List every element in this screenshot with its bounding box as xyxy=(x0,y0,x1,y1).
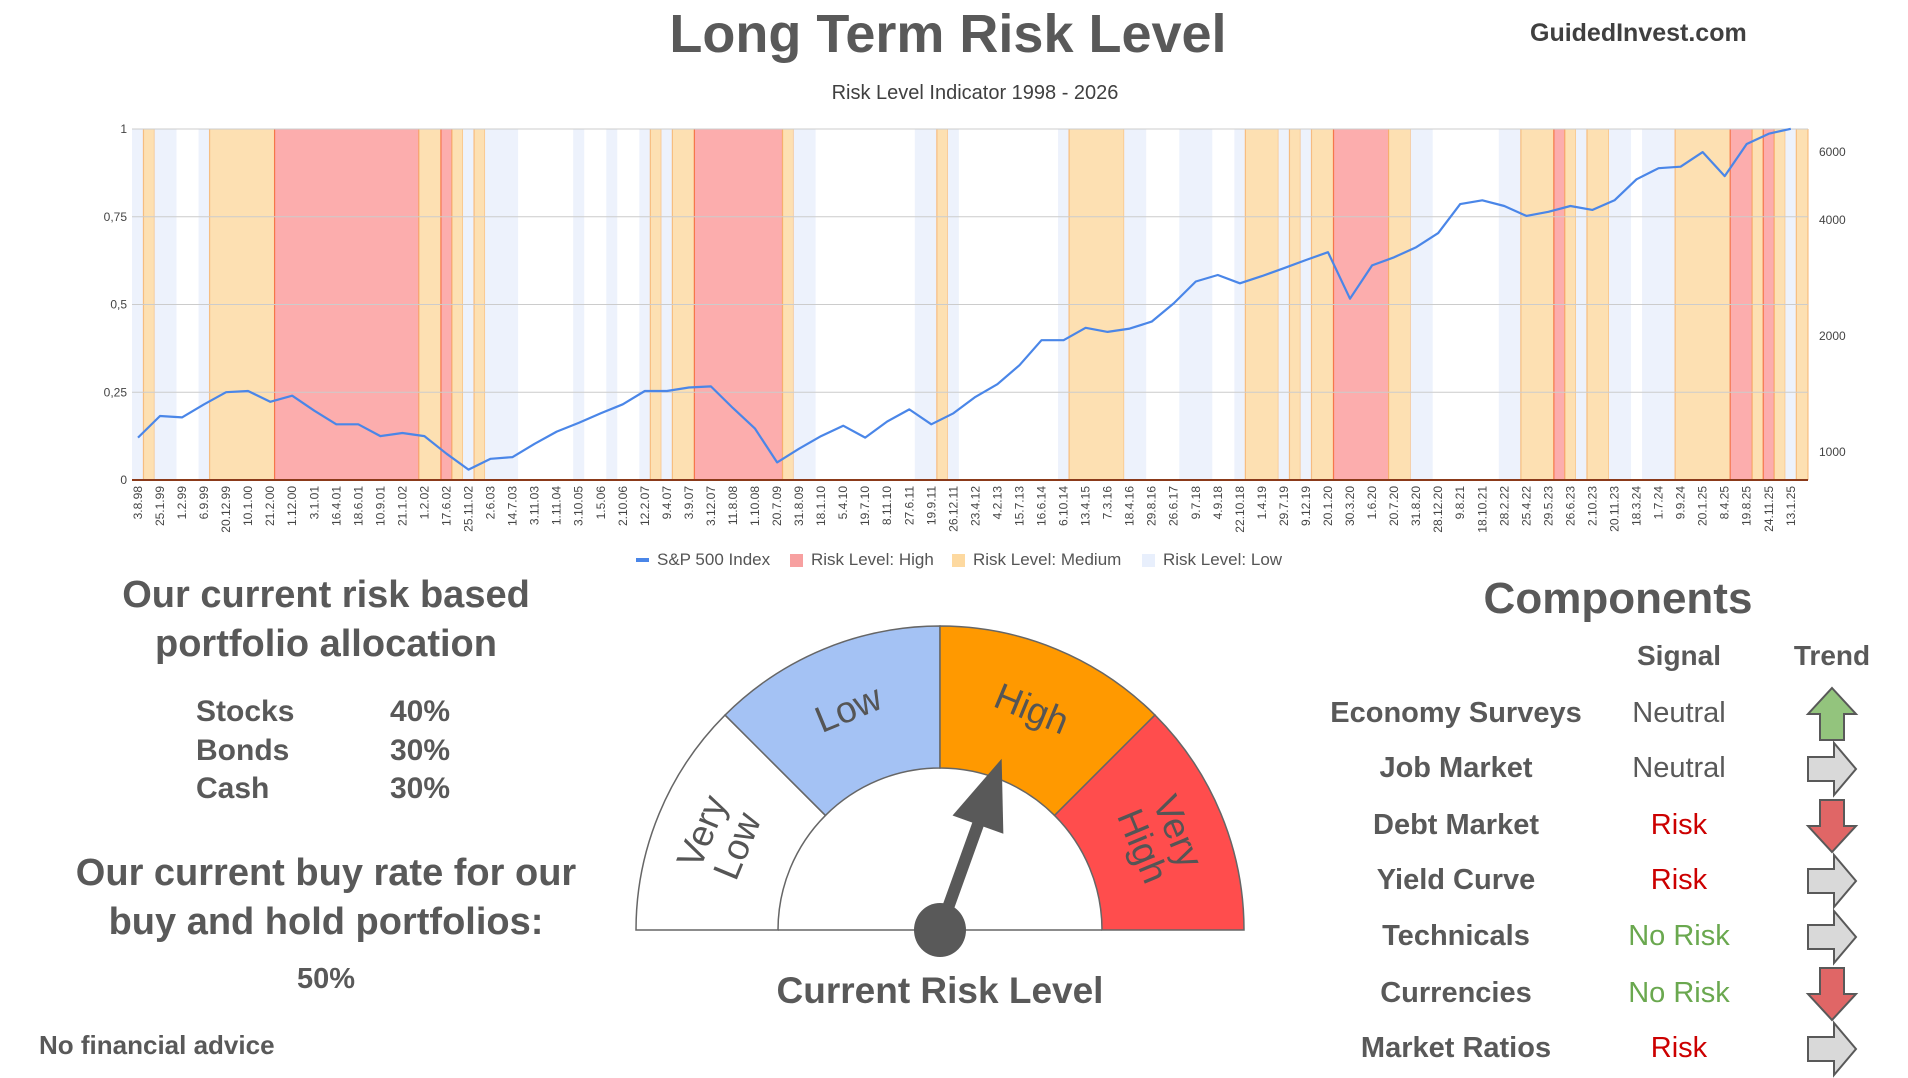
component-name: Currencies xyxy=(1306,977,1606,1010)
component-name: Economy Surveys xyxy=(1306,697,1606,730)
component-name: Job Market xyxy=(1306,752,1606,785)
gauge-needle-pivot xyxy=(914,903,966,957)
trend-arrow-down-icon xyxy=(1804,965,1860,1023)
component-signal: No Risk xyxy=(1579,920,1779,953)
component-signal: Neutral xyxy=(1579,752,1779,785)
trend-arrow-right-icon xyxy=(1804,1020,1860,1078)
component-name: Technicals xyxy=(1306,920,1606,953)
gauge-caption: Current Risk Level xyxy=(740,970,1140,1012)
component-name: Debt Market xyxy=(1306,809,1606,842)
component-signal: Risk xyxy=(1579,864,1779,897)
component-signal: Risk xyxy=(1579,809,1779,842)
component-signal: No Risk xyxy=(1579,977,1779,1010)
component-name: Market Ratios xyxy=(1306,1032,1606,1065)
trend-arrow-right-icon xyxy=(1804,740,1860,798)
trend-header: Trend xyxy=(1752,640,1908,672)
trend-arrow-right-icon xyxy=(1804,852,1860,910)
trend-arrow-right-icon xyxy=(1804,908,1860,966)
component-name: Yield Curve xyxy=(1306,864,1606,897)
signal-header: Signal xyxy=(1599,640,1759,672)
component-signal: Neutral xyxy=(1579,697,1779,730)
component-signal: Risk xyxy=(1579,1032,1779,1065)
trend-arrow-down-icon xyxy=(1804,797,1860,855)
components-title: Components xyxy=(1418,574,1818,624)
trend-arrow-up-icon xyxy=(1804,685,1860,743)
